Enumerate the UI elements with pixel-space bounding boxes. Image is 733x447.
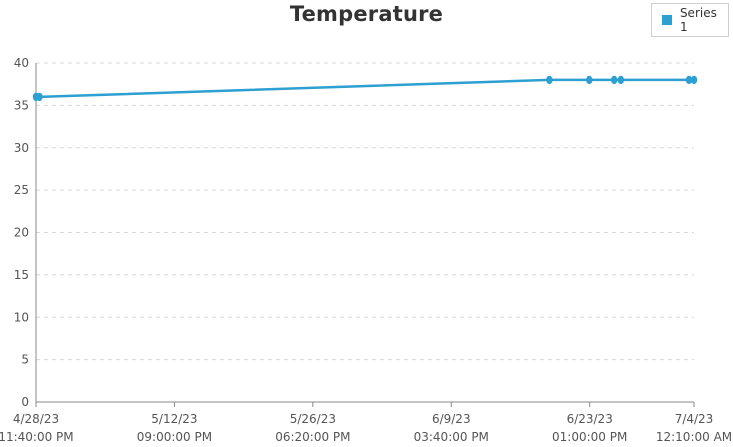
data-point bbox=[546, 75, 553, 85]
legend[interactable]: Series 1 bbox=[651, 3, 729, 37]
y-tick-label: 25 bbox=[14, 183, 29, 197]
y-tick-label: 20 bbox=[14, 226, 29, 240]
legend-swatch-icon bbox=[662, 15, 672, 25]
x-tick-time-label: 06:20:00 PM bbox=[275, 430, 350, 444]
x-tick-time-label: 11:40:00 PM bbox=[0, 430, 74, 444]
data-point bbox=[685, 75, 693, 85]
y-tick-label: 35 bbox=[14, 98, 29, 112]
data-point bbox=[36, 92, 43, 102]
x-tick-time-label: 09:00:00 PM bbox=[137, 430, 212, 444]
y-tick-label: 30 bbox=[14, 141, 29, 155]
y-tick-label: 40 bbox=[14, 56, 29, 70]
x-tick-time-label: 01:00:00 PM bbox=[552, 430, 627, 444]
data-point bbox=[690, 75, 698, 85]
chart-title: Temperature bbox=[289, 2, 444, 26]
y-tick-label: 10 bbox=[14, 310, 29, 324]
x-tick-time-label: 03:40:00 PM bbox=[414, 430, 489, 444]
series-line bbox=[36, 78, 694, 99]
data-point bbox=[586, 75, 593, 85]
x-tick-date-label: 6/9/23 bbox=[432, 412, 471, 426]
x-tick-date-label: 5/26/23 bbox=[290, 412, 336, 426]
legend-label: Series 1 bbox=[679, 6, 717, 34]
x-tick-time-label: 12:10:00 AM bbox=[656, 430, 732, 444]
x-tick-date-label: 5/12/23 bbox=[151, 412, 197, 426]
data-point bbox=[617, 75, 625, 85]
x-tick-date-label: 4/28/23 bbox=[13, 412, 59, 426]
x-tick-date-label: 7/4/23 bbox=[675, 412, 714, 426]
y-tick-label: 0 bbox=[21, 395, 29, 409]
y-tick-label: 5 bbox=[21, 353, 29, 367]
x-tick-date-label: 6/23/23 bbox=[567, 412, 613, 426]
data-point bbox=[610, 75, 618, 85]
y-tick-label: 15 bbox=[14, 268, 29, 282]
